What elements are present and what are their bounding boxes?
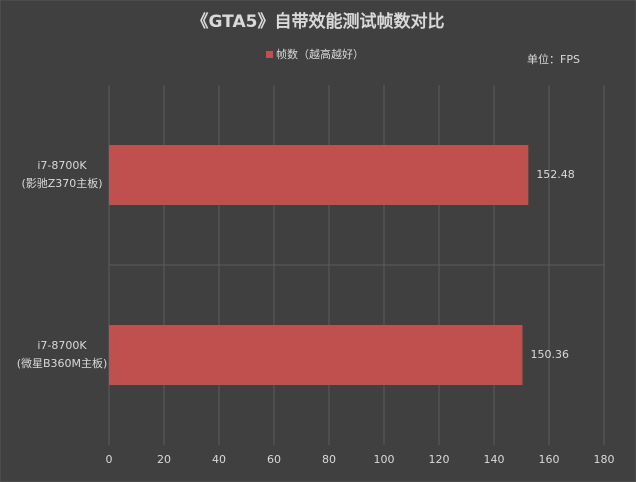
legend-swatch	[266, 51, 273, 58]
x-tick-label: 0	[106, 453, 113, 466]
value-label: 152.48	[536, 168, 575, 181]
x-tick-label: 160	[539, 453, 560, 466]
x-tick-label: 20	[157, 453, 171, 466]
bar	[109, 145, 529, 205]
value-label: 150.36	[530, 348, 569, 361]
y-tick-label: i7-8700K (微星B360M主板)	[17, 339, 108, 370]
y-tick-line: (影驰Z370主板)	[21, 176, 102, 190]
bar	[109, 325, 523, 385]
x-tick-label: 80	[322, 453, 336, 466]
y-tick-line: i7-8700K	[37, 339, 87, 352]
chart-title: 《GTA5》自带效能测试帧数对比	[192, 11, 445, 32]
y-tick-label: i7-8700K (影驰Z370主板)	[21, 159, 102, 190]
x-tick-label: 140	[484, 453, 505, 466]
annotation: 单位：FPS	[527, 52, 580, 66]
legend-label: 帧数（越高越好）	[276, 47, 364, 61]
x-tick-label: 180	[594, 453, 615, 466]
y-tick-line: (微星B360M主板)	[17, 356, 108, 370]
x-tick-label: 60	[267, 453, 281, 466]
x-tick-label: 40	[212, 453, 226, 466]
x-tick-label: 120	[429, 453, 450, 466]
y-tick-line: i7-8700K	[37, 159, 87, 172]
x-tick-label: 100	[374, 453, 395, 466]
